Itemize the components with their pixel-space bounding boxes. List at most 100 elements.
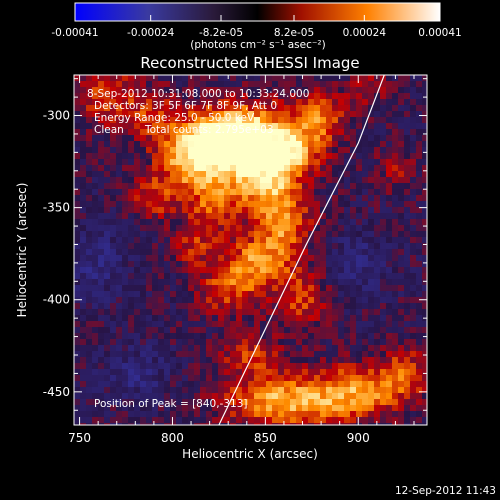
heatmap-cell [242,75,249,82]
heatmap-cell [230,387,237,394]
heatmap-cell [230,279,237,286]
heatmap-cell [122,213,129,220]
heatmap-cell [320,75,327,82]
heatmap-cell [116,351,123,358]
heatmap-cell [80,165,87,172]
heatmap-cell [404,231,411,238]
heatmap-cell [104,375,111,382]
heatmap-cell [92,105,99,112]
heatmap-cell [86,405,93,412]
heatmap-cell [86,135,93,142]
heatmap-cell [188,207,195,214]
heatmap-cell [98,315,105,322]
heatmap-cell [152,375,159,382]
heatmap-cell [158,309,165,316]
heatmap-cell [110,369,117,376]
heatmap-cell [248,345,255,352]
heatmap-cell [374,213,381,220]
heatmap-cell [116,333,123,340]
colorbar-tick-label: 0.00024 [343,27,387,39]
heatmap-cell [404,123,411,130]
heatmap-cell [272,363,279,370]
heatmap-cell [284,213,291,220]
heatmap-cell [170,99,177,106]
heatmap-cell [236,105,243,112]
heatmap-cell [254,195,261,202]
heatmap-cell [110,309,117,316]
heatmap-cell [332,207,339,214]
heatmap-cell [140,177,147,184]
heatmap-cell [80,159,87,166]
heatmap-cell [392,417,399,424]
heatmap-cell [272,189,279,196]
heatmap-cell [242,147,249,154]
heatmap-cell [236,201,243,208]
heatmap-cell [176,219,183,226]
heatmap-cell [230,195,237,202]
heatmap-cell [92,405,99,412]
heatmap-cell [386,195,393,202]
heatmap-cell [134,249,141,256]
heatmap-cell [128,129,135,136]
heatmap-cell [170,261,177,268]
heatmap-cell [248,129,255,136]
heatmap-cell [374,363,381,370]
heatmap-cell [320,375,327,382]
heatmap-cell [110,357,117,364]
heatmap-cell [86,315,93,322]
heatmap-cell [308,129,315,136]
heatmap-cell [410,195,417,202]
heatmap-cell [152,345,159,352]
heatmap-cell [122,165,129,172]
y-tick-label: -350 [43,201,70,215]
heatmap-cell [152,237,159,244]
heatmap-cell [188,105,195,112]
heatmap-cell [242,381,249,388]
heatmap-cell [182,417,189,424]
heatmap-cell [416,423,423,425]
heatmap-cell [224,279,231,286]
heatmap-cell [98,423,105,425]
heatmap-cell [350,183,357,190]
heatmap-cell [86,219,93,226]
heatmap-cell [314,231,321,238]
heatmap-cell [164,183,171,190]
heatmap-cell [176,321,183,328]
heatmap-cell [380,315,387,322]
heatmap-cell [380,321,387,328]
heatmap-cell [326,237,333,244]
heatmap-cell [332,135,339,142]
heatmap-cell [86,129,93,136]
heatmap-cell [134,261,141,268]
heatmap-cell [344,423,351,425]
heatmap-cell [254,219,261,226]
heatmap-cell [302,357,309,364]
heatmap-cell [176,201,183,208]
heatmap-cell [410,303,417,310]
heatmap-cell [188,99,195,106]
heatmap-cell [188,237,195,244]
heatmap-cell [80,237,87,244]
heatmap-cell [314,171,321,178]
heatmap-cell [404,237,411,244]
heatmap-cell [92,375,99,382]
heatmap-cell [416,309,423,316]
heatmap-cell [374,231,381,238]
heatmap-cell [80,153,87,160]
heatmap-cell [242,123,249,130]
heatmap-cell [266,189,273,196]
heatmap-cell [170,159,177,166]
heatmap-cell [404,309,411,316]
heatmap-cell [170,351,177,358]
heatmap-cell [422,243,427,250]
heatmap-cell [302,285,309,292]
heatmap-cell [194,327,201,334]
heatmap-cell [164,171,171,178]
heatmap-cell [116,93,123,100]
heatmap-cell [242,291,249,298]
heatmap-cell [110,417,117,424]
heatmap-cell [422,309,427,316]
heatmap-cell [284,291,291,298]
heatmap-cell [146,399,153,406]
heatmap-cell [230,165,237,172]
